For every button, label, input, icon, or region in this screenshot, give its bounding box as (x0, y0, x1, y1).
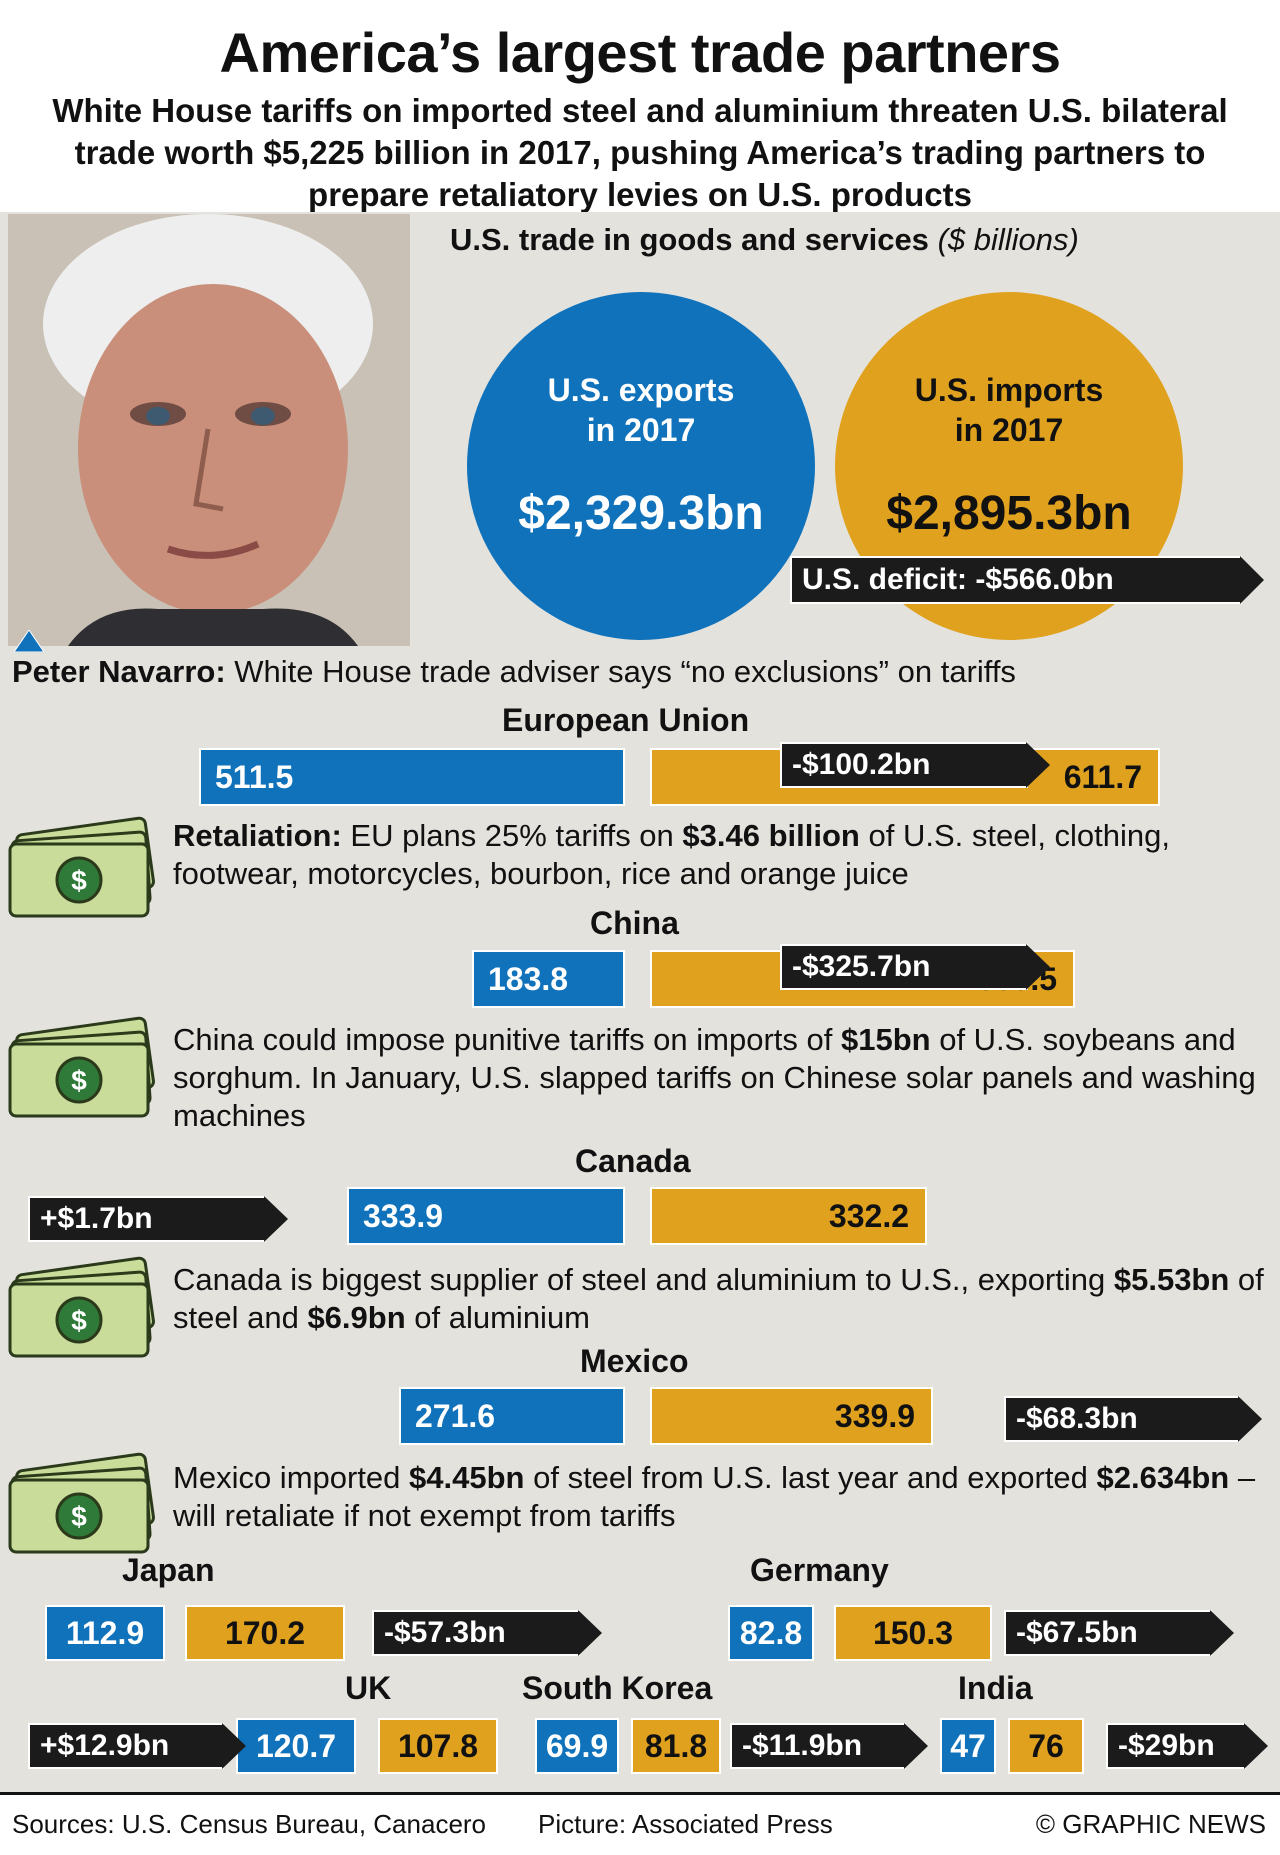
eu-note: Retaliation: EU plans 25% tariffs on $3.… (173, 817, 1273, 893)
footer-copyright: © GRAPHIC NEWS (1035, 1809, 1266, 1839)
note-text: of U.S. steel, clothing, footwear, motor… (173, 818, 1171, 891)
balance-arrow-icon (1210, 1610, 1234, 1656)
china-note: China could impose punitive tariffs on i… (173, 1021, 1273, 1135)
country-title: Japan (122, 1552, 215, 1588)
imports-total: $2,895.3bn (886, 487, 1132, 540)
exports-bar: 82.8 (728, 1605, 814, 1661)
trade-balance-label: -$68.3bn (1004, 1396, 1240, 1442)
trade-balance-label: -$67.5bn (1004, 1610, 1212, 1656)
balance-arrow-icon (1238, 1396, 1262, 1442)
exports-bar: 333.9 (347, 1187, 625, 1245)
country-title: South Korea (522, 1670, 713, 1706)
navarro-caption: Peter Navarro: White House trade adviser… (12, 654, 1016, 690)
imports-bar: 332.2 (650, 1187, 927, 1245)
navarro-name: Peter Navarro: (12, 654, 226, 689)
imports-bar: 150.3 (834, 1605, 992, 1661)
trade-section-heading: U.S. trade in goods and services ($ bill… (450, 222, 1079, 258)
country-title: Mexico (580, 1343, 689, 1379)
exports-bar: 47 (940, 1718, 996, 1774)
trade-balance-label: -$100.2bn (780, 742, 1028, 788)
header: America’s largest trade partners White H… (0, 0, 1280, 213)
note-strong: $5.53bn (1113, 1262, 1230, 1297)
exports-bar: 120.7 (236, 1718, 356, 1774)
exports-bar: 271.6 (399, 1387, 625, 1445)
note-text: of steel and (173, 1262, 1264, 1335)
page-subtitle: White House tariffs on imported steel an… (52, 92, 1228, 213)
canada-note: Canada is biggest supplier of steel and … (173, 1261, 1273, 1337)
svg-text:$: $ (71, 865, 87, 896)
note-text: China could impose punitive tariffs on i… (173, 1022, 841, 1057)
country-title: European Union (502, 702, 750, 738)
exports-circle: U.S. exports in 2017 $2,329.3bn (467, 292, 815, 640)
note-text: of steel from U.S. last year and exporte… (524, 1460, 1097, 1495)
money-icon: $ (8, 1452, 155, 1554)
balance-arrow-icon (1244, 1723, 1268, 1769)
svg-text:$: $ (71, 1065, 87, 1096)
note-text: of U.S. soybeans and sorghum. In January… (173, 1022, 1256, 1133)
balance-arrow-icon (264, 1196, 288, 1242)
trade-balance-label: +$12.9bn (28, 1723, 224, 1769)
money-icon: $ (8, 1016, 155, 1118)
country-title: Canada (575, 1143, 691, 1179)
note-strong: $6.9bn (307, 1300, 406, 1335)
exports-bar: 112.9 (45, 1605, 165, 1661)
footer: Sources: U.S. Census Bureau, Canacero Pi… (0, 1792, 1280, 1855)
mexico-note: Mexico imported $4.45bn of steel from U.… (173, 1459, 1273, 1535)
money-icon: $ (8, 816, 155, 918)
balance-arrow-icon (578, 1610, 602, 1656)
balance-arrow-icon (1026, 742, 1050, 788)
page-title: America’s largest trade partners (219, 21, 1061, 84)
imports-label-2: in 2017 (954, 412, 1064, 448)
exports-label-2: in 2017 (586, 412, 696, 448)
country-title: UK (345, 1670, 392, 1706)
note-strong: $3.46 billion (682, 818, 860, 853)
imports-bar: 170.2 (185, 1605, 345, 1661)
imports-bar: 81.8 (631, 1718, 721, 1774)
imports-label-1: U.S. imports (914, 372, 1104, 408)
note-text: Canada is biggest supplier of steel and … (173, 1262, 1114, 1297)
note-strong: Retaliation: (173, 818, 342, 853)
note-text: EU plans 25% tariffs on (341, 818, 683, 853)
svg-text:$: $ (71, 1305, 87, 1336)
trade-section-title: U.S. trade in goods and services (450, 222, 929, 257)
trade-balance-label: -$11.9bn (730, 1723, 906, 1769)
exports-label-1: U.S. exports (547, 372, 735, 408)
svg-text:$: $ (71, 1501, 87, 1532)
footer-sources: Sources: U.S. Census Bureau, Canacero (12, 1809, 487, 1839)
exports-bar: 69.9 (535, 1718, 619, 1774)
note-text: Mexico imported (173, 1460, 410, 1495)
note-text: – will retaliate if not exempt from tari… (173, 1460, 1256, 1533)
note-strong: $15bn (840, 1022, 931, 1057)
exports-bar: 183.8 (472, 950, 625, 1008)
imports-bar: 76 (1008, 1718, 1084, 1774)
country-title: China (590, 905, 679, 941)
exports-bar: 511.5 (199, 748, 625, 806)
us-deficit-label: U.S. deficit: -$566.0bn (790, 556, 1242, 604)
note-text: of aluminium (405, 1300, 591, 1335)
footer-picture-credit: Picture: Associated Press (538, 1809, 833, 1839)
portrait-illustration (8, 214, 410, 646)
exports-total: $2,329.3bn (518, 487, 764, 540)
trade-section-unit: ($ billions) (937, 222, 1079, 257)
trade-balance-label: -$29bn (1106, 1723, 1246, 1769)
trade-balance-label: -$325.7bn (780, 944, 1028, 990)
note-strong: $4.45bn (409, 1460, 525, 1495)
navarro-quote: White House trade adviser says “no exclu… (225, 654, 1016, 689)
money-icon: $ (8, 1256, 155, 1358)
trade-balance-label: -$57.3bn (372, 1610, 580, 1656)
balance-arrow-icon (904, 1723, 928, 1769)
country-title: India (958, 1670, 1033, 1706)
balance-arrow-icon (222, 1723, 246, 1769)
photo-marker-icon (14, 630, 44, 652)
note-strong: $2.634bn (1096, 1460, 1230, 1495)
deficit-arrow-icon (1240, 556, 1264, 604)
portrait-photo (8, 214, 410, 646)
imports-bar: 339.9 (650, 1387, 933, 1445)
balance-arrow-icon (1026, 944, 1050, 990)
imports-bar: 107.8 (378, 1718, 498, 1774)
trade-balance-label: +$1.7bn (28, 1196, 266, 1242)
country-title: Germany (750, 1552, 889, 1588)
